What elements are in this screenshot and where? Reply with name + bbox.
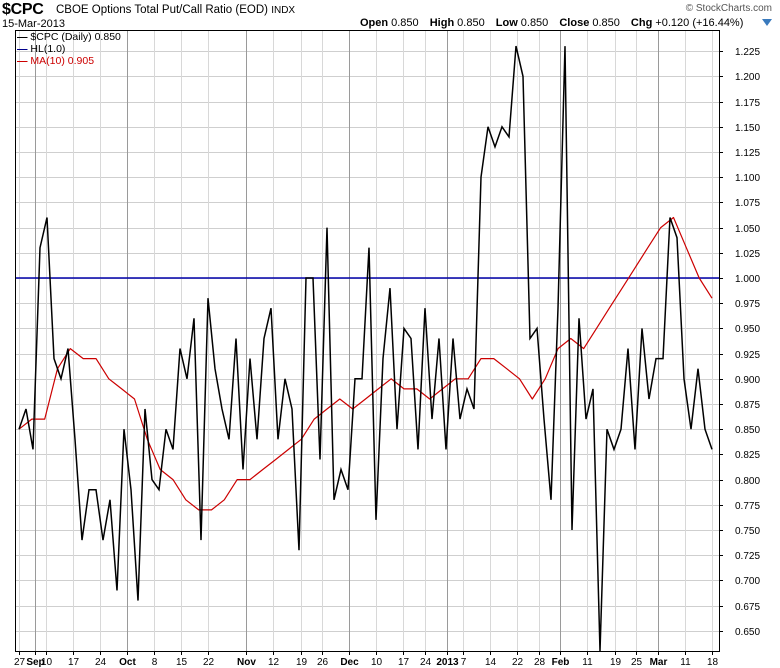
high-value: 0.850 xyxy=(457,17,485,29)
chg-value: +0.120 (+16.44%) xyxy=(655,17,744,29)
x-tick-label: 11 xyxy=(582,657,593,668)
y-tick-label: 0.650 xyxy=(735,627,760,638)
x-tick-label: 11 xyxy=(680,657,691,668)
close-value: 0.850 xyxy=(592,17,620,29)
y-tick-label: 0.825 xyxy=(735,450,760,461)
y-tick-label: 1.150 xyxy=(735,123,760,134)
high-label: High xyxy=(429,17,455,29)
legend-swatch-ma: — xyxy=(17,55,28,67)
x-tick-label: 25 xyxy=(631,657,643,668)
x-tick-label: 27 xyxy=(14,657,26,668)
x-tick-label: 10 xyxy=(41,657,53,668)
legend-item-cpc: — $CPC (Daily) 0.850 xyxy=(17,31,121,43)
legend-label-cpc: $CPC (Daily) 0.850 xyxy=(30,31,121,43)
x-tick-label: 10 xyxy=(371,657,383,668)
grid xyxy=(16,31,719,651)
brand-logo[interactable]: © StockCharts.com xyxy=(685,3,772,14)
ma10-line xyxy=(18,216,713,511)
y-tick-label: 0.750 xyxy=(735,526,760,537)
y-tick-label: 0.675 xyxy=(735,602,760,613)
y-tick-label: 0.850 xyxy=(735,425,760,436)
y-tick-label: 0.700 xyxy=(735,576,760,587)
y-tick-label: 0.900 xyxy=(735,375,760,386)
chart-header: $CPC CBOE Options Total Put/Call Ratio (… xyxy=(0,0,780,30)
y-tick-label: 0.925 xyxy=(735,350,760,361)
low-value: 0.850 xyxy=(520,17,549,29)
x-tick-label: 28 xyxy=(534,657,546,668)
x-tick-label: 17 xyxy=(68,657,80,668)
x-tick-label: 17 xyxy=(398,657,410,668)
x-tick-label: 24 xyxy=(95,657,107,668)
y-tick-label: 0.950 xyxy=(735,324,760,335)
x-tick-label: Nov xyxy=(237,657,256,668)
ohlc-readout: Open 0.850 High 0.850 Low 0.850 Close 0.850 … xyxy=(360,17,743,29)
legend-label-ma: MA(10) 0.905 xyxy=(30,55,95,67)
chart-title: CBOE Options Total Put/Call Ratio (EOD) … xyxy=(56,4,295,16)
chart-date: 15-Mar-2013 xyxy=(2,18,65,30)
chg-label: Chg xyxy=(630,17,653,29)
y-tick-label: 1.050 xyxy=(735,224,760,235)
y-tick-label: 0.800 xyxy=(735,476,760,487)
x-tick-label: 7 xyxy=(461,657,467,668)
y-tick-label: 0.975 xyxy=(735,299,760,310)
exchange-text: INDX xyxy=(271,5,296,16)
x-tick-label: 22 xyxy=(203,657,215,668)
open-value: 0.850 xyxy=(391,17,419,29)
y-tick-label: 0.775 xyxy=(735,501,760,512)
legend-label-hl: HL(1.0) xyxy=(30,43,66,55)
x-tick-label: 2013 xyxy=(436,657,459,668)
cpc-line xyxy=(18,45,713,652)
x-tick-label: 19 xyxy=(296,657,308,668)
x-tick-label: Feb xyxy=(552,657,570,668)
x-tick-label: 12 xyxy=(268,657,280,668)
y-tick-label: 0.725 xyxy=(735,551,760,562)
y-axis: 0.650 0.675 0.700 0.725 0.750 0.775 0.800 0.825… xyxy=(719,47,760,638)
y-tick-label: 1.100 xyxy=(735,173,760,184)
x-tick-label: 22 xyxy=(512,657,524,668)
legend: — $CPC (Daily) 0.850 — HL(1.0) — MA(10) … xyxy=(17,31,121,67)
y-tick-label: 1.125 xyxy=(735,148,760,159)
x-tick-label: 18 xyxy=(707,657,719,668)
legend-swatch-hl: — xyxy=(17,43,28,55)
x-tick-label: 14 xyxy=(485,657,497,668)
y-tick-label: 1.075 xyxy=(735,198,760,209)
scroll-down-icon[interactable] xyxy=(762,19,772,26)
y-tick-label: 0.875 xyxy=(735,400,760,411)
x-tick-label: 8 xyxy=(152,657,158,668)
x-tick-label: Oct xyxy=(119,657,136,668)
y-tick-label: 1.200 xyxy=(735,72,760,83)
x-tick-label: 24 xyxy=(420,657,432,668)
x-tick-label: 26 xyxy=(317,657,329,668)
y-tick-label: 1.025 xyxy=(735,249,760,260)
x-tick-label: 19 xyxy=(610,657,622,668)
y-tick-label: 1.175 xyxy=(735,98,760,109)
legend-item-ma: — MA(10) 0.905 xyxy=(17,55,121,67)
close-label: Close xyxy=(559,17,590,29)
open-label: Open xyxy=(360,17,389,29)
series-layer xyxy=(16,45,719,652)
low-label: Low xyxy=(495,17,518,29)
x-tick-label: Dec xyxy=(340,657,359,668)
legend-item-hl: — HL(1.0) xyxy=(17,43,121,55)
x-tick-label: Sep xyxy=(26,657,44,668)
plot-frame xyxy=(15,30,720,652)
y-tick-label: 1.000 xyxy=(735,274,760,285)
legend-swatch-cpc: — xyxy=(17,31,28,43)
symbol: $CPC xyxy=(2,1,44,18)
y-tick-label: 1.225 xyxy=(735,47,760,58)
x-tick-label: Mar xyxy=(650,657,668,668)
x-tick-label: 15 xyxy=(176,657,188,668)
title-text: CBOE Options Total Put/Call Ratio (EOD) xyxy=(56,4,268,16)
